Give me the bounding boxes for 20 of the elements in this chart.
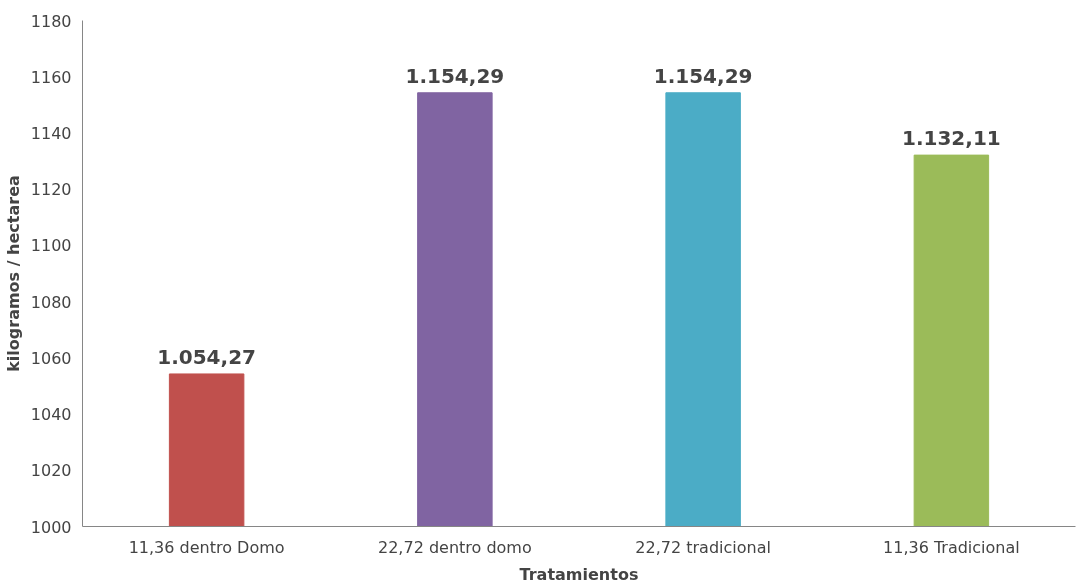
data-label: 1.054,27	[157, 344, 256, 369]
y-axis-title: kilogramos / hectarea	[3, 175, 23, 372]
x-tick-label: 22,72 tradicional	[635, 537, 771, 557]
y-tick-label: 1100	[30, 236, 72, 256]
y-tick-label: 1060	[30, 348, 72, 368]
y-tick-label: 1040	[30, 405, 72, 425]
x-axis-title: Tratamientos	[519, 564, 639, 584]
y-tick-label: 1080	[30, 292, 72, 312]
data-label: 1.154,29	[405, 63, 505, 88]
y-tick-label: 1160	[30, 67, 72, 87]
y-tick-label: 1000	[30, 517, 72, 537]
x-tick-label: 22,72 dentro domo	[378, 537, 532, 557]
y-tick-label: 1180	[30, 11, 72, 31]
y-tick-label: 1140	[30, 123, 72, 143]
x-tick-label: 11,36 dentro Domo	[128, 537, 285, 557]
data-label: 1.132,11	[902, 126, 1001, 151]
y-tick-label: 1120	[30, 180, 72, 200]
data-label: 1.154,29	[653, 63, 753, 88]
x-tick-label: 11,36 Tradicional	[883, 537, 1020, 557]
y-tick-label: 1020	[30, 461, 72, 481]
